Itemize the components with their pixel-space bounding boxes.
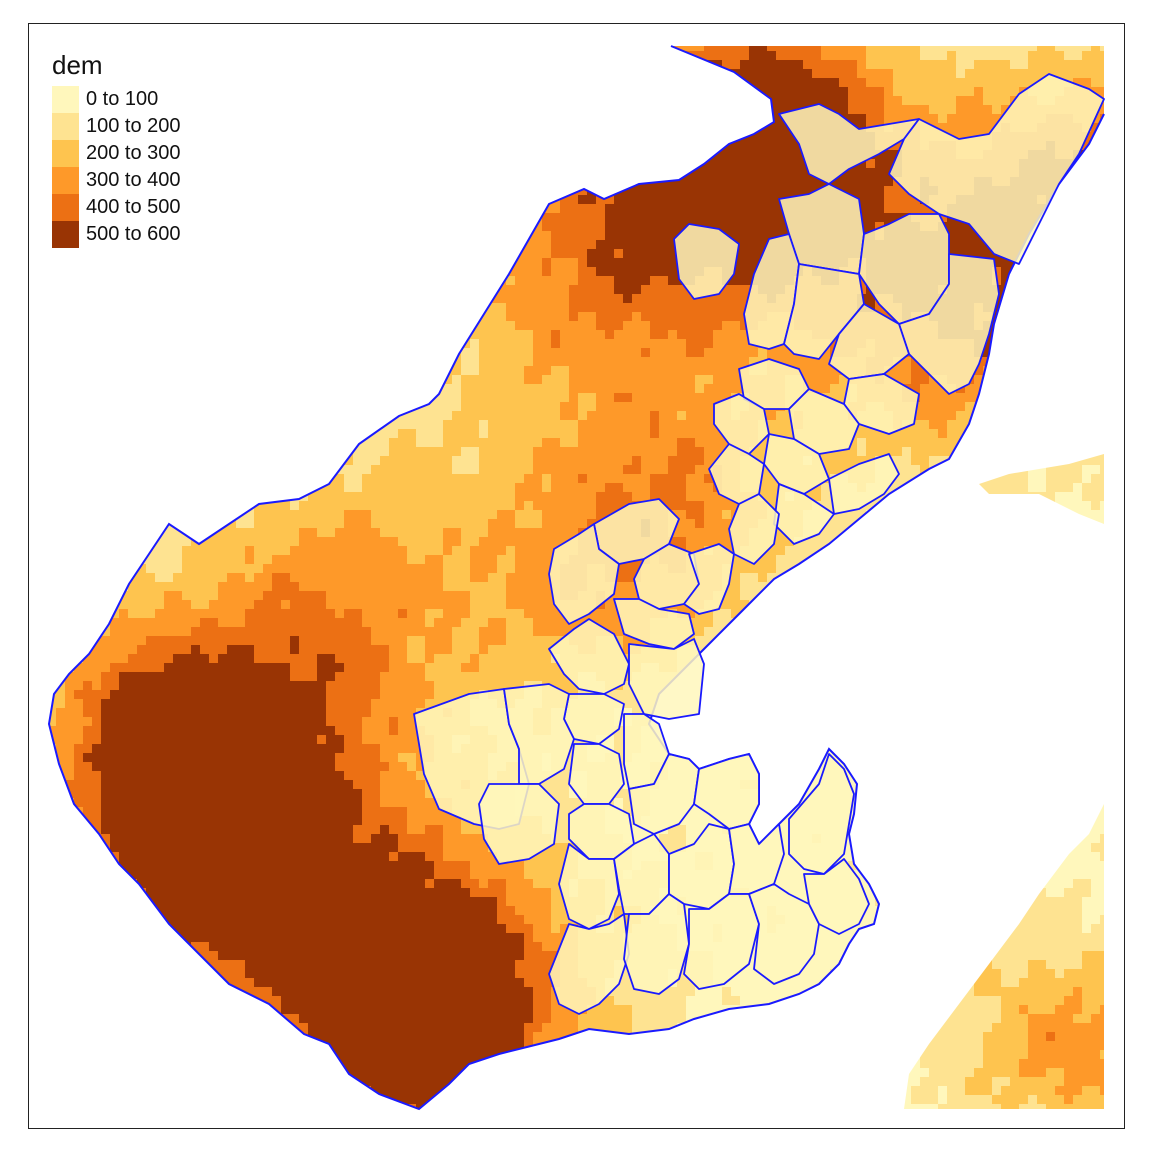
suburb-polygon [673, 223, 740, 300]
suburb-polygon [888, 73, 1105, 265]
legend-swatch [52, 86, 79, 113]
legend-rows: 0 to 100 100 to 200 200 to 300 300 to 400 40… [52, 86, 181, 248]
suburb-polygon [803, 858, 870, 935]
suburb-polygon [788, 753, 855, 875]
suburb-polygon [743, 233, 800, 350]
map-frame[interactable] [28, 23, 1125, 1129]
suburb-polygon [628, 638, 705, 720]
legend-swatch [52, 140, 79, 167]
coastline [47, 45, 1105, 1111]
legend-item: 400 to 500 [52, 194, 181, 221]
suburb-polygon [728, 823, 785, 895]
legend-item: 500 to 600 [52, 221, 181, 248]
legend-label: 300 to 400 [86, 167, 181, 194]
suburb-polygon [713, 393, 770, 455]
suburb-polygon [828, 453, 900, 515]
legend-label: 200 to 300 [86, 140, 181, 167]
suburb-polygon [548, 523, 620, 625]
legend-item: 0 to 100 [52, 86, 181, 113]
suburb-polygon [748, 883, 820, 985]
legend-label: 0 to 100 [86, 86, 158, 113]
legend-label: 500 to 600 [86, 221, 181, 248]
suburb-polygon [728, 493, 780, 565]
suburb-polygon [898, 253, 1000, 395]
suburb-polygon [683, 543, 735, 615]
suburb-polygon [763, 433, 830, 495]
suburb-polygon [568, 743, 625, 805]
suburb-polygon [548, 618, 630, 695]
suburb-polygon [478, 783, 560, 865]
legend-swatch [52, 194, 79, 221]
suburb-polygon [683, 893, 760, 990]
legend-item: 100 to 200 [52, 113, 181, 140]
legend-title: dem [52, 52, 181, 78]
suburb-polygon [503, 683, 575, 785]
suburb-polygon [788, 388, 860, 455]
suburb-polygon [558, 843, 620, 930]
map-legend: dem 0 to 100 100 to 200 200 to 300 300 to 4… [52, 52, 181, 248]
legend-item: 200 to 300 [52, 140, 181, 167]
legend-label: 400 to 500 [86, 194, 181, 221]
suburb-polygon [548, 913, 630, 1015]
legend-label: 100 to 200 [86, 113, 181, 140]
suburb-boundaries [413, 73, 1105, 1015]
legend-item: 300 to 400 [52, 167, 181, 194]
suburb-polygon [623, 893, 690, 995]
legend-swatch [52, 113, 79, 140]
legend-swatch [52, 167, 79, 194]
legend-swatch [52, 221, 79, 248]
suburb-polygon [783, 263, 865, 360]
suburb-polygon [693, 753, 760, 830]
map-canvas[interactable] [29, 24, 1125, 1129]
suburb-polygon [613, 598, 695, 650]
